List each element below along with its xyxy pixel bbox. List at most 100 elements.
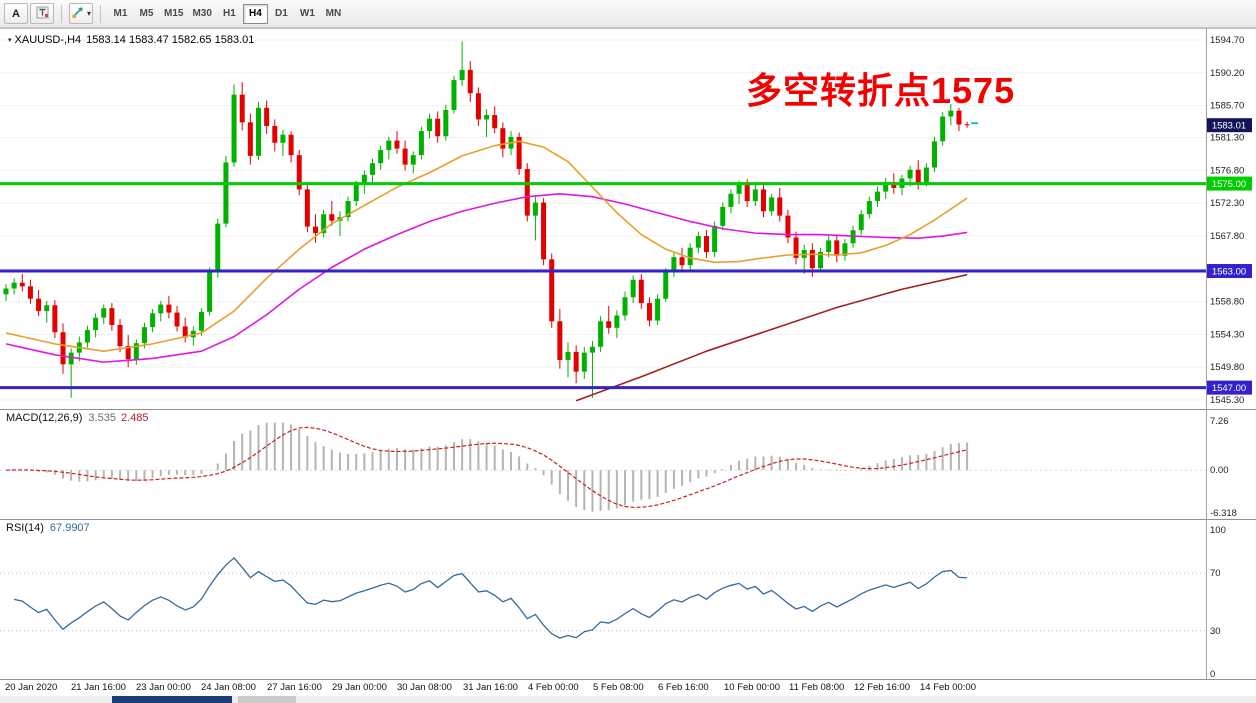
candle-body xyxy=(712,225,718,253)
candle-body xyxy=(109,308,115,325)
candle-body xyxy=(956,110,962,125)
taskbar-strip xyxy=(0,696,1256,703)
candle-body xyxy=(557,321,563,360)
cursor-tool-button[interactable]: A xyxy=(4,3,28,24)
candle-body xyxy=(36,298,42,312)
candle-body xyxy=(785,215,791,238)
candle-body xyxy=(834,240,840,256)
time-axis-label: 27 Jan 16:00 xyxy=(267,682,322,693)
macd-indicator-label: MACD(12,26,9) 3.535 2.485 xyxy=(6,412,148,424)
candle-body xyxy=(239,94,245,123)
chart-annotation[interactable]: 多空转折点1575 xyxy=(746,70,1016,111)
candle-body xyxy=(500,128,506,149)
rsi-axis-label: 30 xyxy=(1210,626,1221,637)
timeframe-button-h4[interactable]: H4 xyxy=(242,3,268,24)
timeframe-button-m30[interactable]: M30 xyxy=(188,4,215,24)
candle-body xyxy=(370,163,376,175)
candle-body xyxy=(614,315,620,328)
macd-axis-label: 0.00 xyxy=(1210,465,1229,476)
time-axis-label: 5 Feb 08:00 xyxy=(593,682,644,693)
candle-body xyxy=(679,257,685,266)
rsi-axis-label: 70 xyxy=(1210,568,1221,579)
time-axis-label: 20 Jan 2020 xyxy=(5,682,58,693)
candle-body xyxy=(565,351,571,360)
objects-tool-icon xyxy=(71,6,85,22)
candle-body xyxy=(313,226,319,234)
candle-body xyxy=(44,305,50,312)
timeframe-button-h1[interactable]: H1 xyxy=(217,4,242,24)
candle-body xyxy=(345,201,351,218)
candle-body xyxy=(932,141,938,168)
candle-body xyxy=(459,69,465,81)
timeframe-button-m5[interactable]: M5 xyxy=(134,4,159,24)
time-axis-label: 29 Jan 00:00 xyxy=(332,682,387,693)
chart-title-marker-icon: ▾ xyxy=(8,37,12,44)
candle-body xyxy=(818,252,823,269)
price-axis-label: 1545.30 xyxy=(1210,395,1244,406)
time-axis-label: 12 Feb 16:00 xyxy=(854,682,910,693)
candle-body xyxy=(581,352,587,372)
time-axis[interactable]: 20 Jan 2020 21 Jan 16:00 23 Jan 00:00 24 Ja… xyxy=(0,680,1256,696)
candle-body xyxy=(964,124,970,126)
rsi-indicator-label: RSI(14) 67.9907 xyxy=(6,522,90,534)
hline-label-bg xyxy=(1206,264,1252,279)
candle-body xyxy=(475,93,481,120)
price-axis-label: 1594.70 xyxy=(1210,35,1244,46)
timeframe-button-d1[interactable]: D1 xyxy=(269,4,294,24)
toolbar: A ▾ M1 M5 M15 M30 H1 H4 D1 W1 MN xyxy=(0,0,1256,28)
candle-body xyxy=(84,330,90,343)
taskbar-window-button[interactable] xyxy=(238,696,296,703)
rsi-axis-label: 0 xyxy=(1210,669,1215,680)
candle-body xyxy=(19,282,25,287)
candle-body xyxy=(264,107,270,126)
candle-body xyxy=(760,189,766,212)
hline-price-label: 1563.00 xyxy=(1212,267,1246,278)
candle-body xyxy=(671,257,677,273)
timeframe-button-w1[interactable]: W1 xyxy=(295,4,320,24)
timeframe-button-m1[interactable]: M1 xyxy=(108,4,133,24)
candle-body xyxy=(655,298,661,321)
candle-body xyxy=(133,343,139,360)
candle-body xyxy=(907,169,913,179)
macd-axis-label: 7.26 xyxy=(1210,416,1229,427)
candle-body xyxy=(150,313,156,328)
candle-body xyxy=(842,243,848,256)
taskbar-window-button[interactable] xyxy=(112,696,232,703)
candle-body xyxy=(198,311,204,331)
candle-body xyxy=(435,118,441,137)
timeframe-button-mn[interactable]: MN xyxy=(321,4,346,24)
candle-body xyxy=(451,80,457,110)
candle-body xyxy=(573,351,579,372)
candle-body xyxy=(182,326,188,338)
candle-body xyxy=(166,304,172,313)
candle-body xyxy=(402,148,408,165)
text-tool-button[interactable] xyxy=(30,3,54,24)
macd-value-main: 3.535 xyxy=(88,412,116,424)
chart-title: ▾ XAUUSD-,H4 1583.14 1583.47 1582.65 1583.… xyxy=(8,34,254,46)
candle-body xyxy=(809,249,815,269)
candle-body xyxy=(589,346,595,353)
macd-name: MACD(12,26,9) xyxy=(6,412,83,424)
time-axis-label: 10 Feb 00:00 xyxy=(724,682,780,693)
candle-body xyxy=(361,174,367,186)
candle-body xyxy=(174,312,180,327)
candle-body xyxy=(777,197,783,216)
hline-label-bg xyxy=(1206,176,1252,191)
candle-body xyxy=(272,125,278,143)
candle-body xyxy=(280,134,286,143)
hline-label-bg xyxy=(1206,380,1252,395)
timeframe-button-m15[interactable]: M15 xyxy=(160,4,187,24)
time-axis-label: 21 Jan 16:00 xyxy=(71,682,126,693)
candle-body xyxy=(915,169,921,183)
candle-body xyxy=(93,317,99,331)
price-axis-label: 1567.80 xyxy=(1210,231,1244,242)
candle-body xyxy=(27,286,33,299)
objects-dropdown-button[interactable]: ▾ xyxy=(69,3,93,24)
candle-body xyxy=(541,202,547,260)
price-axis-label: 1572.30 xyxy=(1210,198,1244,209)
candle-body xyxy=(68,352,74,365)
candle-body xyxy=(3,288,9,295)
candle-body xyxy=(769,197,775,212)
